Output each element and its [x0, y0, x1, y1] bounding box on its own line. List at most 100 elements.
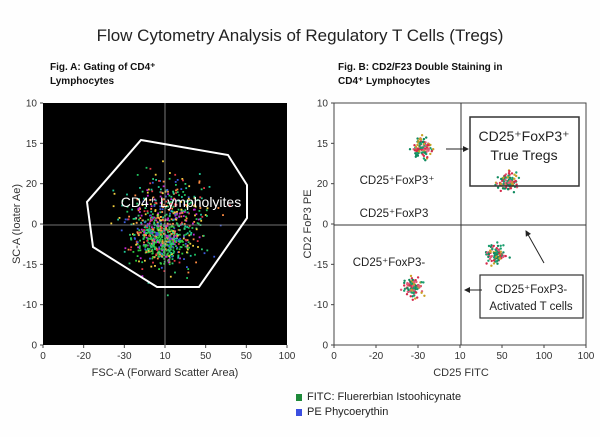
fig-a-point: [161, 249, 164, 252]
fig-b-point: [498, 257, 501, 260]
y-tick-label: 20: [26, 179, 38, 190]
fig-a-point: [177, 255, 180, 258]
fig-a-point: [171, 210, 173, 213]
fig-a-point: [185, 204, 187, 206]
fig-a-point: [157, 212, 159, 215]
fig-b-point: [497, 249, 500, 252]
fig-a-point: [170, 207, 172, 210]
y-tick-label: -10: [314, 300, 329, 311]
fig-a-point: [161, 240, 164, 243]
y-tick-label: -15: [314, 260, 329, 271]
tregs-box: [469, 116, 580, 187]
fig-a-point: [166, 253, 169, 256]
fig-b-point: [415, 154, 418, 157]
fig-a-point: [153, 203, 156, 206]
fig-a-point: [141, 275, 144, 277]
fig-b-point: [421, 153, 424, 156]
fig-a-point: [163, 248, 166, 251]
fig-a-point: [152, 228, 155, 230]
fig-b-point: [509, 187, 513, 190]
fig-a-point: [134, 217, 136, 220]
fig-a-point: [150, 265, 153, 268]
fig-a-point: [197, 218, 200, 221]
fig-a-point: [134, 194, 137, 197]
fig-b-point: [499, 189, 502, 193]
fig-a-point: [182, 210, 185, 213]
fig-a-point: [120, 229, 123, 232]
fig-a-point: [168, 245, 170, 248]
fig-a-point: [175, 245, 177, 247]
fig-a-point: [172, 246, 175, 249]
fig-a-point: [135, 240, 138, 243]
fig-b-point: [412, 289, 416, 292]
fig-b-point: [427, 147, 431, 150]
fig-a-point: [149, 235, 151, 237]
fig-a-point: [170, 225, 173, 228]
fig-a-point: [157, 237, 159, 239]
fig-b-point: [496, 176, 499, 179]
fig-a-point: [177, 243, 180, 245]
fig-b-point: [416, 296, 419, 299]
fig-a-point: [168, 209, 170, 212]
fig-a-point: [146, 239, 149, 242]
fig-a-point: [138, 245, 141, 248]
fig-a-point: [153, 239, 155, 242]
fig-a-point: [154, 217, 157, 220]
fig-b-point: [490, 244, 493, 247]
x-tick-label: -20: [76, 351, 91, 362]
fig-a-point: [180, 208, 183, 211]
fig-b-point: [424, 159, 427, 162]
fig-a-point: [150, 250, 153, 252]
fig-a-point: [194, 205, 197, 208]
fig-a-point: [170, 248, 172, 251]
fig-a-point: [159, 205, 162, 208]
fig-a-point: [149, 220, 152, 222]
fig-a-point: [165, 228, 167, 230]
activated-box-line1: CD25⁺FoxP3-: [495, 284, 568, 296]
fig-a-point: [155, 254, 158, 257]
fig-a-point: [175, 184, 177, 186]
fig-a-point: [194, 214, 196, 217]
fig-b-point: [499, 247, 502, 250]
fig-a-point: [174, 214, 177, 217]
fig-a-point: [159, 262, 162, 264]
fig-a-point: [165, 225, 168, 228]
fig-a-point: [163, 229, 166, 232]
fig-a-point: [143, 229, 145, 231]
fig-a-point: [188, 202, 191, 205]
fig-b-point: [487, 259, 490, 262]
fig-a-point: [173, 238, 176, 240]
fig-b-point: [408, 148, 412, 151]
fig-a-point: [192, 238, 195, 241]
fig-a-point: [174, 213, 177, 215]
fig-b-point: [515, 171, 518, 174]
fig-a-point: [157, 186, 160, 188]
legend: FITC: Fluererbian Istoohicynate PE Phyco…: [296, 391, 461, 418]
fig-a-point: [180, 223, 182, 226]
fig-a-point: [145, 249, 147, 252]
fig-a-point: [153, 241, 156, 243]
fig-a-point: [168, 219, 171, 222]
fig-a-point: [172, 199, 174, 201]
fig-b-ylabel: CD2 FoP3 PE: [302, 189, 314, 258]
gate-polygon: [85, 138, 248, 288]
fig-b-point: [499, 182, 502, 186]
fig-a-point: [166, 189, 169, 191]
fig-b-point: [510, 172, 514, 175]
fig-b-point: [487, 255, 490, 259]
fig-a-point: [203, 187, 205, 189]
fig-b-point: [403, 287, 407, 290]
fig-b-point: [409, 295, 412, 298]
fig-b-point: [420, 148, 423, 151]
fig-a-point: [177, 256, 180, 259]
fig-a-point: [186, 244, 189, 247]
activated-box: [479, 274, 584, 319]
fig-a-point: [172, 222, 174, 225]
fig-a-point: [217, 207, 220, 209]
fig-a-point: [158, 250, 160, 253]
fig-a-point: [181, 178, 184, 180]
fig-a-point: [188, 212, 190, 215]
fig-a-point: [170, 252, 172, 254]
fig-a-point: [152, 240, 155, 243]
fig-a-point: [169, 212, 171, 215]
